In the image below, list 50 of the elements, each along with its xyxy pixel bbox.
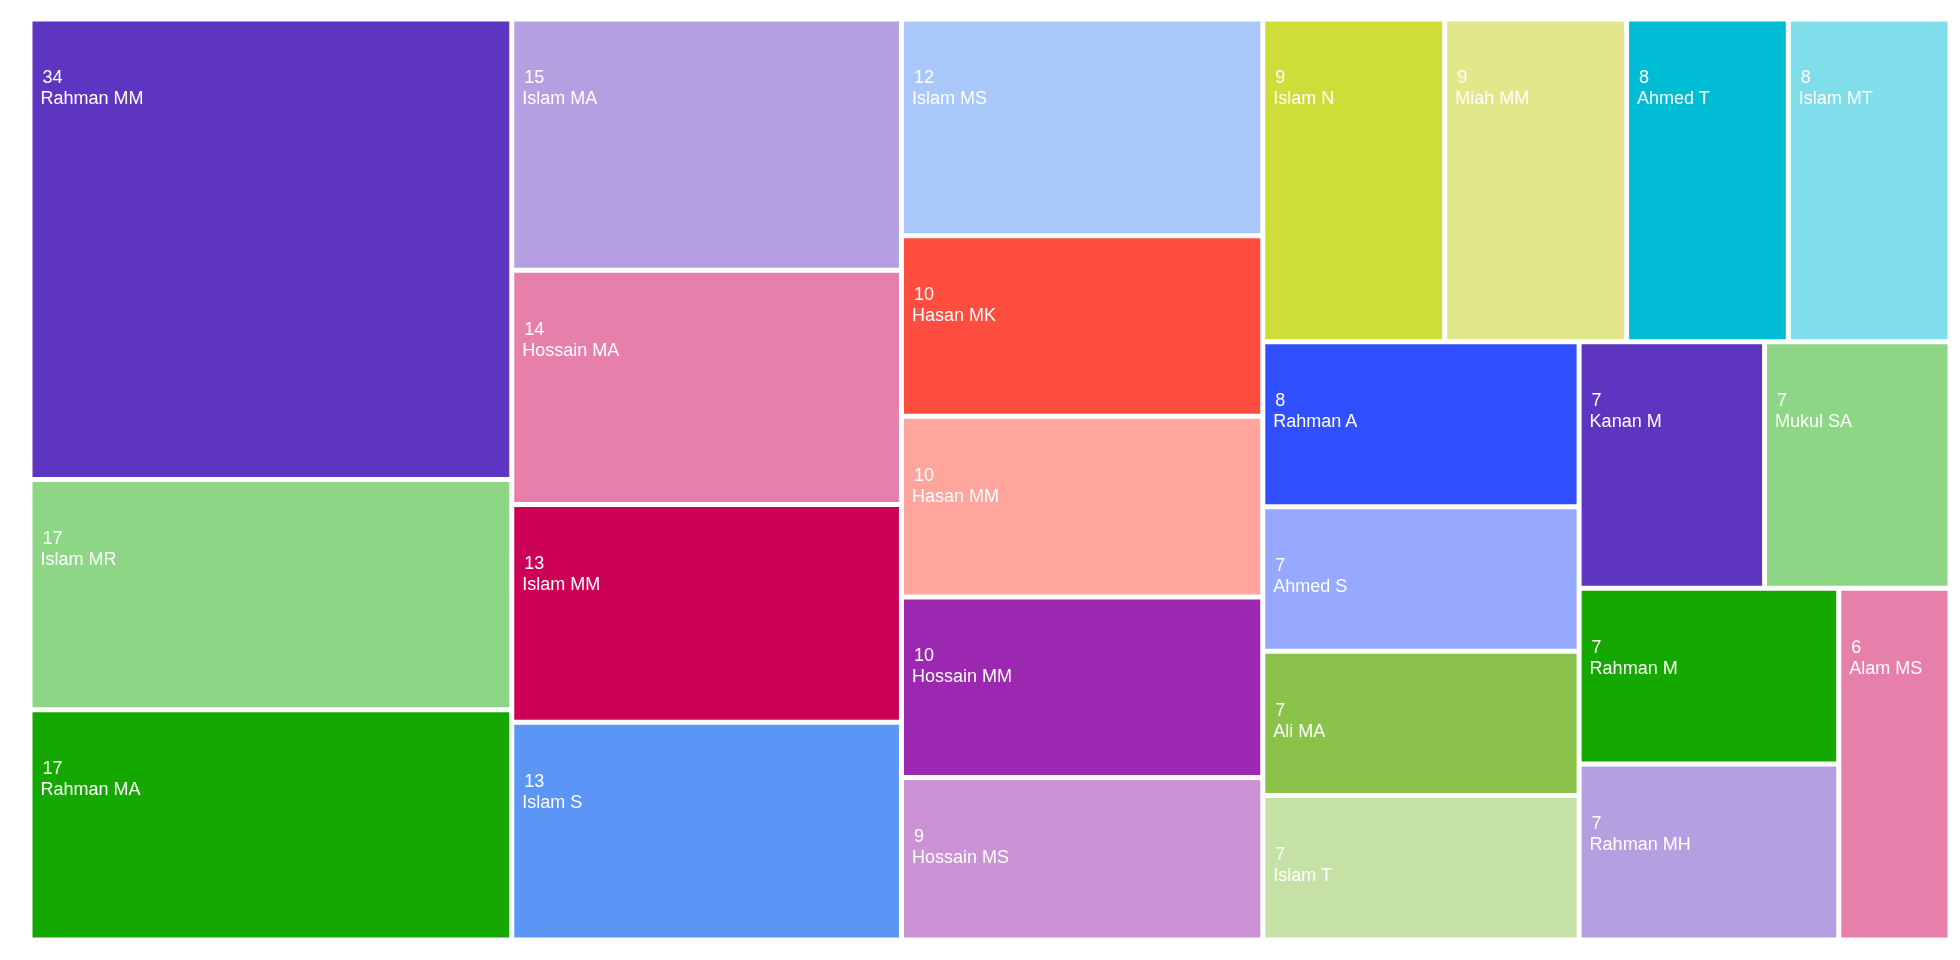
category-label: Alam MS bbox=[1849, 657, 1923, 678]
category-label: Ali MA bbox=[1273, 720, 1326, 741]
data-label: 9 bbox=[1275, 67, 1286, 88]
data-label: 7 bbox=[1777, 390, 1788, 411]
data-label: 17 bbox=[42, 527, 63, 548]
category-label: Islam MR bbox=[40, 548, 117, 569]
data-label: 34 bbox=[42, 67, 63, 88]
category-label: Rahman A bbox=[1273, 411, 1358, 432]
category-label: Rahman MM bbox=[40, 88, 144, 109]
data-label: 10 bbox=[913, 284, 934, 305]
category-label: Rahman MH bbox=[1589, 833, 1691, 854]
data-label: 7 bbox=[1591, 636, 1602, 657]
category-label: Islam MM bbox=[522, 574, 601, 595]
category-label: Rahman M bbox=[1589, 657, 1678, 678]
data-label: 10 bbox=[913, 464, 934, 485]
category-label: Mukul SA bbox=[1775, 411, 1853, 432]
category-label: Hasan MM bbox=[911, 485, 999, 506]
category-label: Hossain MS bbox=[911, 846, 1009, 867]
category-label: Islam N bbox=[1273, 88, 1335, 109]
data-label: 13 bbox=[524, 553, 545, 574]
data-label: 8 bbox=[1639, 67, 1650, 88]
category-label: Hasan MK bbox=[911, 305, 996, 326]
category-label: Hossain MA bbox=[522, 339, 620, 360]
category-label: Islam MA bbox=[522, 88, 598, 109]
data-label: 7 bbox=[1275, 844, 1286, 865]
data-label: 9 bbox=[913, 825, 924, 846]
data-label: 17 bbox=[42, 758, 63, 779]
category-label: Kanan M bbox=[1589, 411, 1662, 432]
category-label: Miah MM bbox=[1455, 88, 1530, 109]
data-label: 7 bbox=[1275, 555, 1286, 576]
category-label: Ahmed T bbox=[1637, 88, 1710, 109]
category-label: Islam MT bbox=[1798, 88, 1873, 109]
data-label: 14 bbox=[524, 318, 545, 339]
data-label: 10 bbox=[913, 645, 934, 666]
category-label: Islam MS bbox=[911, 88, 987, 109]
category-label: Hossain MM bbox=[911, 666, 1012, 687]
data-label: 8 bbox=[1800, 67, 1811, 88]
data-label: 7 bbox=[1591, 390, 1602, 411]
data-label: 8 bbox=[1275, 390, 1286, 411]
category-label: Ahmed S bbox=[1273, 576, 1348, 597]
category-label: Rahman MA bbox=[40, 779, 141, 800]
data-label: 13 bbox=[524, 770, 545, 791]
data-label: 12 bbox=[913, 67, 934, 88]
data-label: 15 bbox=[524, 67, 545, 88]
data-label: 9 bbox=[1457, 67, 1468, 88]
category-label: Islam S bbox=[522, 791, 583, 812]
category-label: Islam T bbox=[1273, 865, 1332, 886]
data-label: 7 bbox=[1591, 812, 1602, 833]
data-label: 6 bbox=[1851, 636, 1862, 657]
data-label: 7 bbox=[1275, 699, 1286, 720]
